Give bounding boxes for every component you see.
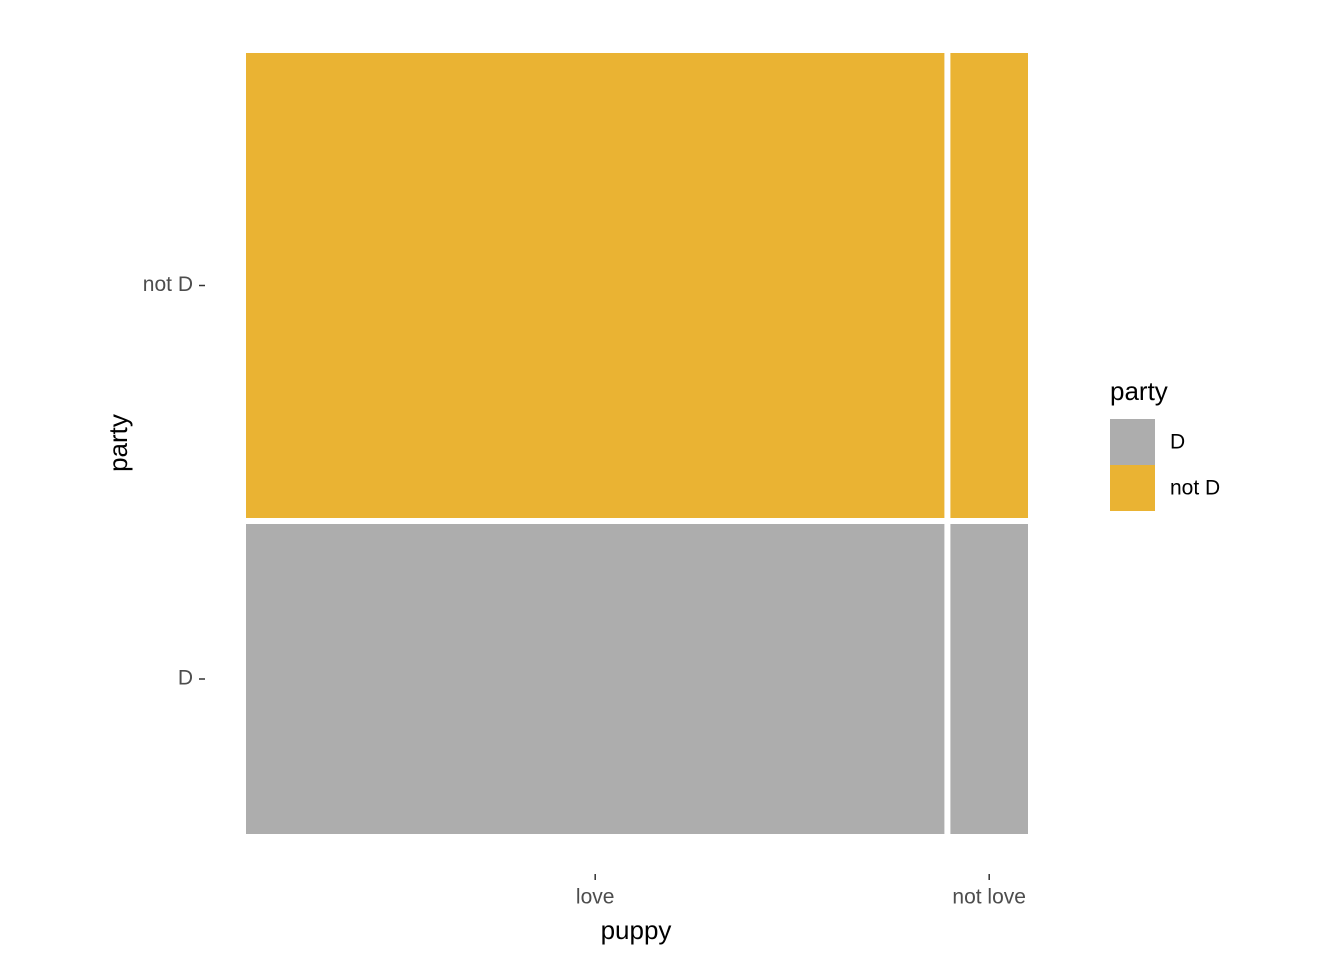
mosaic-cell <box>950 524 1028 834</box>
mosaic-cell <box>950 53 1028 518</box>
legend-key <box>1110 465 1155 511</box>
legend-label: not D <box>1170 477 1220 500</box>
x-tick-label: not love <box>952 886 1026 909</box>
mosaic-cell <box>246 53 945 518</box>
legend-title: party <box>1110 376 1168 406</box>
mosaic-cell <box>246 524 945 834</box>
x-tick-label: love <box>576 886 615 909</box>
y-axis-title: party <box>103 414 133 472</box>
legend-label: D <box>1170 431 1185 454</box>
x-axis-title: puppy <box>601 915 672 945</box>
y-tick-label: D <box>178 667 193 690</box>
legend-key <box>1110 419 1155 465</box>
y-tick-label: not D <box>143 273 193 296</box>
